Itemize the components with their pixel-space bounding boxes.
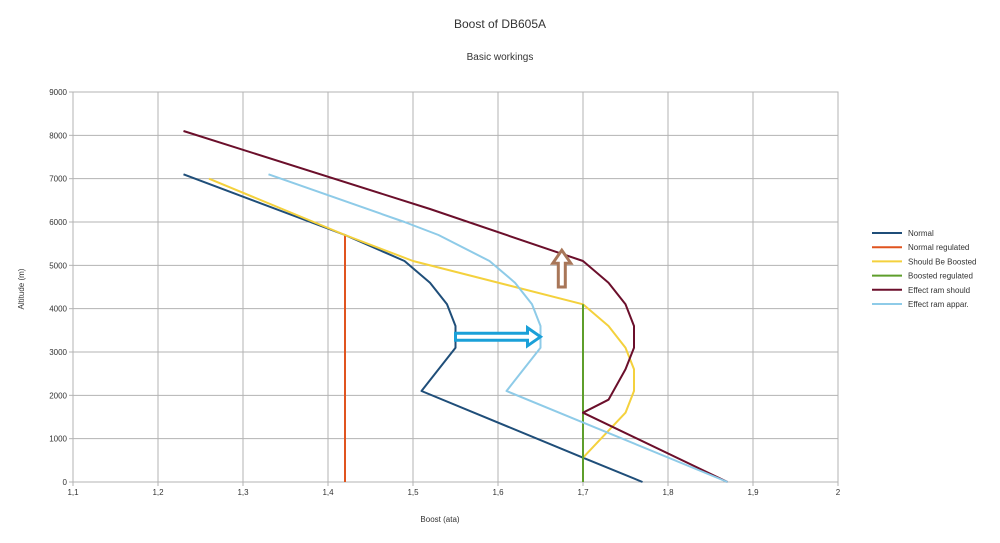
gridlines [69,91,839,486]
y-tick-label: 9000 [49,88,67,97]
legend: Normal Normal regulated Should Be Boosted B… [872,229,977,309]
x-tick-label: 1,9 [747,488,759,497]
x-axis-label: Boost (ata) [420,515,459,524]
legend-label: Should Be Boosted [908,257,977,266]
x-tick-label: 1,3 [237,488,249,497]
x-tick-label: 1,2 [152,488,164,497]
y-tick-label: 5000 [49,261,67,270]
legend-label: Normal regulated [908,243,969,252]
arrow-up-icon [549,247,574,289]
legend-label: Effect ram should [908,286,970,295]
series-line-normal [183,173,643,483]
x-tick-label: 1,1 [67,488,79,497]
series-line-should-be-boosted [208,177,635,459]
x-tick-label: 1,5 [407,488,419,497]
series-lines [183,130,728,483]
series-line-effect-ram-appar [268,173,728,483]
x-tick-label: 1,4 [322,488,334,497]
plot-area [72,91,839,483]
tick-labels: 1,1 1,2 1,3 1,4 1,5 1,6 1,7 1,8 1,9 2 0 1000 2000 300… [49,88,841,497]
y-tick-label: 4000 [49,305,67,314]
series-line-effect-ram-should [183,130,728,483]
y-tick-label: 1000 [49,435,67,444]
y-axis-label: Altitude (m) [17,268,26,309]
x-tick-label: 1,7 [577,488,589,497]
legend-label: Boosted regulated [908,272,973,281]
legend-label: Effect ram appar. [908,300,969,309]
chart-title: Boost of DB605A [454,17,546,31]
arrow-right-icon [454,324,544,349]
y-tick-label: 2000 [49,391,67,400]
y-tick-label: 7000 [49,175,67,184]
chart-subtitle: Basic workings [467,52,534,63]
y-tick-label: 8000 [49,131,67,140]
x-tick-label: 1,8 [662,488,674,497]
x-tick-label: 2 [836,488,841,497]
y-tick-label: 6000 [49,218,67,227]
y-tick-label: 3000 [49,348,67,357]
legend-label: Normal [908,229,934,238]
annotations [454,247,574,349]
y-tick-label: 0 [63,478,68,487]
x-tick-label: 1,6 [492,488,504,497]
